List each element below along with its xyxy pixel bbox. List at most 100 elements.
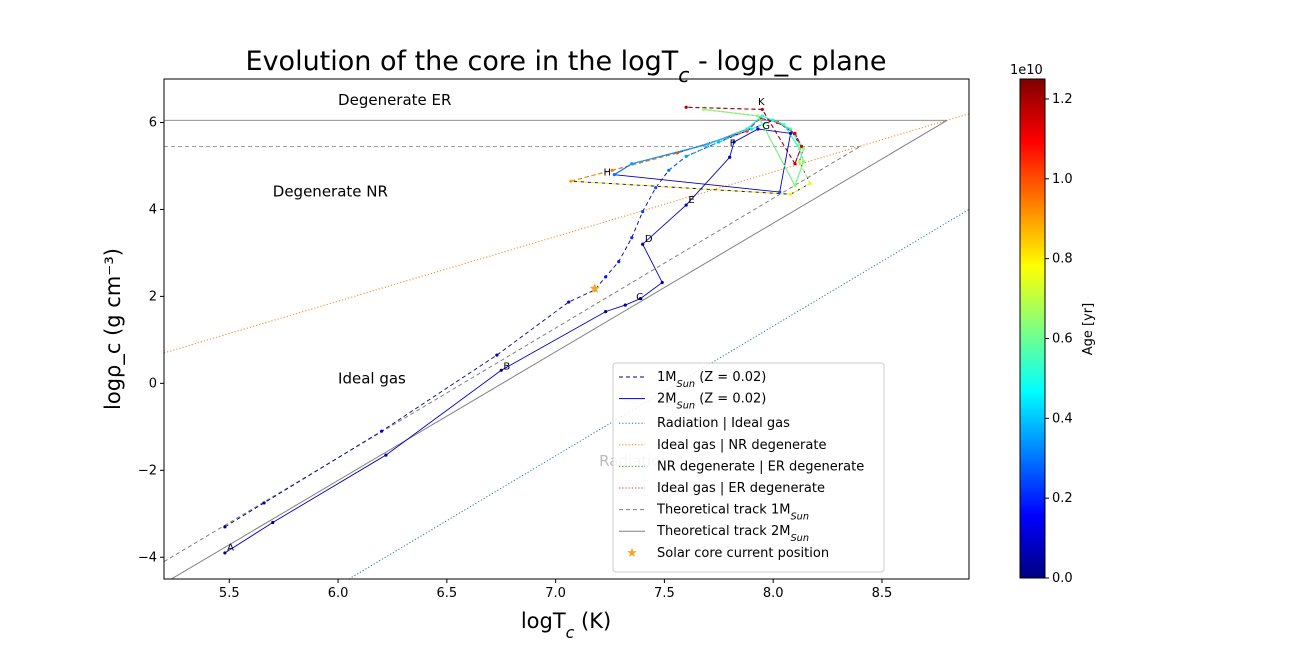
point-label: B [503, 361, 510, 372]
data-point [793, 183, 797, 188]
colorbar-tick-label: 0.8 [1052, 252, 1073, 267]
legend-entry: Radiation | Ideal gas [657, 416, 790, 431]
data-point [641, 242, 645, 246]
data-point [788, 127, 793, 131]
legend-entry: Solar core current position [657, 546, 829, 561]
data-point [262, 501, 266, 505]
colorbar: 1e10 Age [yr] 0.0 0.2 0.4 0.6 0.8 1.0 1.2 [1010, 63, 1096, 586]
track-segment [794, 133, 802, 147]
x-tick-label: 8.0 [763, 586, 784, 601]
data-point [756, 127, 760, 131]
point-label: H [603, 168, 611, 179]
data-point [728, 155, 732, 159]
data-point [499, 368, 503, 372]
track-segment [614, 163, 633, 176]
data-point [604, 310, 608, 314]
data-point [797, 142, 801, 146]
track-segment [612, 152, 678, 171]
track-segment [570, 180, 791, 195]
track-segment [703, 108, 759, 117]
data-point [745, 127, 749, 131]
legend-entry: NR degenerate | ER degenerate [657, 459, 864, 474]
colorbar-tick-label: 1.0 [1052, 172, 1073, 187]
point-label: F [730, 138, 736, 149]
track-segment [570, 169, 613, 182]
track-segment [798, 148, 805, 162]
axes-frame [163, 78, 970, 580]
legend-box [612, 362, 885, 573]
data-point [797, 146, 801, 151]
data-point [684, 105, 688, 109]
data-point [717, 140, 721, 144]
data-point [630, 162, 634, 166]
colorbar-label: Age [yr] [1081, 303, 1096, 355]
y-tick-label: −2 [138, 463, 157, 478]
data-point [495, 353, 499, 357]
data-point [778, 190, 782, 194]
data-point [223, 551, 227, 555]
y-tick-label: 0 [149, 376, 157, 391]
data-point [782, 123, 786, 127]
legend-star [627, 547, 637, 557]
data-point [788, 192, 793, 196]
point-label: G [762, 121, 770, 132]
data-point [706, 142, 710, 146]
x-tick-label: 5.5 [219, 586, 240, 601]
legend-entry: Theoretical track 2MSun [656, 524, 809, 544]
track-segment [798, 148, 805, 162]
colorbar-tick-label: 0.4 [1052, 411, 1073, 426]
data-point [760, 114, 764, 118]
data-point [793, 162, 797, 166]
track-segment [790, 182, 811, 195]
data-point [610, 168, 614, 172]
colorbar-tick-label: 0.6 [1052, 331, 1073, 346]
y-tick-label: −4 [138, 550, 157, 565]
colorbar-multiplier: 1e10 [1010, 63, 1043, 78]
data-point [623, 303, 627, 307]
point-label: D [645, 234, 653, 245]
data-point [684, 203, 688, 207]
data-point [797, 160, 801, 164]
y-tick-label: 2 [149, 289, 157, 304]
data-point [802, 146, 806, 151]
track-segment [668, 155, 687, 171]
colorbar-gradient [1019, 78, 1046, 579]
y-axis: −4 −2 0 2 4 6 [138, 115, 164, 565]
x-tick-label: 7.5 [654, 586, 675, 601]
data-point [379, 429, 384, 433]
track-segment [794, 161, 805, 186]
data-point [569, 179, 573, 183]
data-point [384, 453, 388, 457]
data-point [756, 114, 760, 118]
x-tick-label: 7.0 [545, 586, 566, 601]
legend-entry: Ideal gas | ER degenerate [657, 481, 825, 496]
legend-entry: Ideal gas | NR degenerate [657, 438, 826, 453]
x-tick-label: 6.0 [328, 586, 349, 601]
data-point [667, 168, 671, 172]
data-point [802, 160, 806, 164]
data-point [732, 140, 736, 144]
track-segment [685, 141, 720, 157]
chart-title: Evolution of the core in the logTc - log… [246, 46, 887, 87]
data-point [799, 144, 804, 148]
legend-entry: 1MSun (Z = 0.02) [657, 370, 766, 390]
data-point [223, 525, 227, 529]
legend-entry: 2MSun (Z = 0.02) [657, 392, 766, 412]
y-tick-label: 4 [149, 202, 157, 217]
data-point [638, 296, 643, 301]
track-segment [783, 124, 800, 149]
data-point [788, 131, 793, 135]
region-label: Ideal gas [338, 369, 406, 387]
colorbar-tick-label: 1.2 [1052, 92, 1073, 107]
series-line [164, 113, 969, 354]
track-segment [686, 106, 763, 110]
data-point [684, 154, 688, 158]
x-axis: 5.5 6.0 6.5 7.0 7.5 8.0 8.5 [219, 579, 892, 601]
data-point [617, 260, 621, 264]
data-point [271, 520, 275, 525]
region-label: Degenerate ER [338, 91, 451, 109]
series-line [170, 119, 948, 579]
point-label: C [636, 292, 643, 303]
data-point [808, 181, 812, 185]
